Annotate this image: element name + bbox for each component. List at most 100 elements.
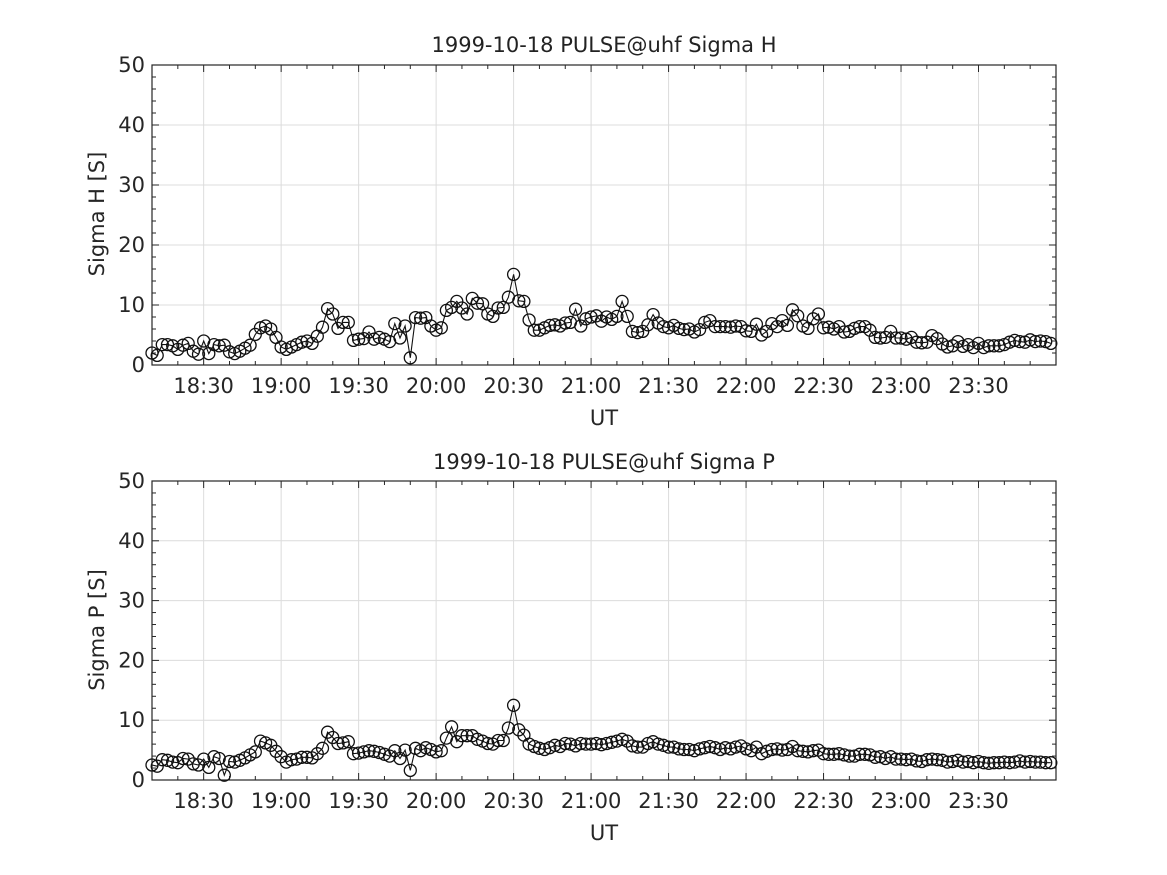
data-point [455, 729, 469, 743]
data-point [336, 315, 350, 330]
data-point [765, 742, 779, 757]
data-point [723, 320, 738, 334]
data-point [987, 756, 1001, 770]
data-point [677, 322, 691, 337]
data-point [868, 750, 882, 764]
data-point [847, 321, 862, 336]
y-tick-label: 50 [118, 469, 145, 493]
data-point [434, 321, 448, 335]
data-point [579, 737, 593, 751]
data-point [667, 740, 681, 754]
data-point [305, 336, 319, 351]
data-point [1033, 755, 1048, 769]
data-point [909, 754, 924, 768]
data-point [1028, 755, 1042, 769]
sigma-p-markers [145, 698, 1058, 782]
data-point [791, 309, 805, 323]
data-point [191, 347, 206, 361]
y-tick-label: 50 [118, 53, 145, 77]
data-point [899, 753, 913, 767]
data-point [718, 741, 733, 755]
data-point [610, 309, 624, 324]
data-point [630, 325, 645, 340]
data-point [346, 747, 361, 761]
data-point [336, 736, 350, 750]
x-tick-label: 18:30 [173, 374, 234, 398]
data-point [1044, 756, 1058, 770]
data-point [444, 720, 459, 734]
data-point [760, 744, 774, 758]
data-point [925, 752, 939, 766]
data-point [625, 324, 640, 339]
data-point [568, 302, 583, 316]
data-point [956, 755, 970, 769]
data-point [672, 742, 686, 756]
data-point [651, 737, 665, 751]
y-tick-label: 40 [118, 529, 145, 553]
sigma-p-ylabel: Sigma P [S] [85, 569, 109, 691]
data-point [326, 307, 340, 321]
sigma-h-xlabel: UT [590, 406, 618, 430]
x-tick-label: 22:30 [793, 789, 854, 813]
data-point [1013, 754, 1027, 768]
data-point [506, 698, 521, 712]
data-point [315, 320, 330, 334]
data-point [832, 747, 846, 761]
data-point [357, 745, 371, 759]
data-point [341, 315, 355, 330]
x-tick-label: 20:00 [406, 374, 467, 398]
data-point [1002, 756, 1017, 770]
data-point [842, 749, 857, 763]
data-point [610, 734, 624, 748]
data-point [351, 746, 366, 760]
data-point [207, 750, 221, 764]
data-point [243, 338, 257, 352]
data-point [579, 312, 593, 326]
data-point [481, 736, 495, 751]
x-tick-label: 21:30 [638, 374, 699, 398]
data-point [315, 741, 330, 755]
data-point [915, 336, 929, 350]
data-point [1033, 334, 1048, 348]
data-point [491, 301, 505, 315]
data-point [822, 320, 836, 334]
y-tick-label: 0 [132, 353, 145, 377]
data-point [398, 319, 412, 333]
data-point [625, 739, 640, 753]
data-point [677, 742, 691, 757]
data-point [367, 332, 381, 346]
x-tick-label: 22:30 [793, 374, 854, 398]
data-point [181, 752, 195, 766]
data-point [470, 296, 485, 310]
data-point [512, 294, 526, 308]
data-point [729, 740, 743, 754]
data-point [940, 340, 955, 354]
data-point [594, 738, 609, 752]
data-point [222, 754, 237, 769]
sigma-h-ylabel: Sigma H [S] [85, 152, 109, 277]
data-point [791, 744, 805, 758]
data-point [780, 318, 795, 333]
data-point [816, 321, 831, 335]
data-point [450, 294, 464, 309]
data-point [894, 752, 908, 766]
x-tick-label: 20:30 [483, 374, 544, 398]
data-point [155, 753, 169, 767]
data-point [698, 741, 712, 755]
data-point [775, 313, 789, 328]
data-point [894, 331, 908, 345]
data-point [889, 752, 903, 766]
x-tick-label: 20:00 [406, 789, 467, 813]
data-point [641, 736, 655, 751]
data-point [982, 339, 996, 353]
data-point [388, 316, 402, 331]
data-point [362, 744, 376, 758]
x-tick-label: 19:30 [328, 374, 389, 398]
data-point [827, 747, 841, 761]
data-point [155, 337, 169, 352]
data-point [713, 742, 727, 757]
data-point [837, 748, 851, 762]
data-point [367, 744, 381, 758]
data-point [150, 348, 164, 363]
data-point [682, 742, 696, 757]
